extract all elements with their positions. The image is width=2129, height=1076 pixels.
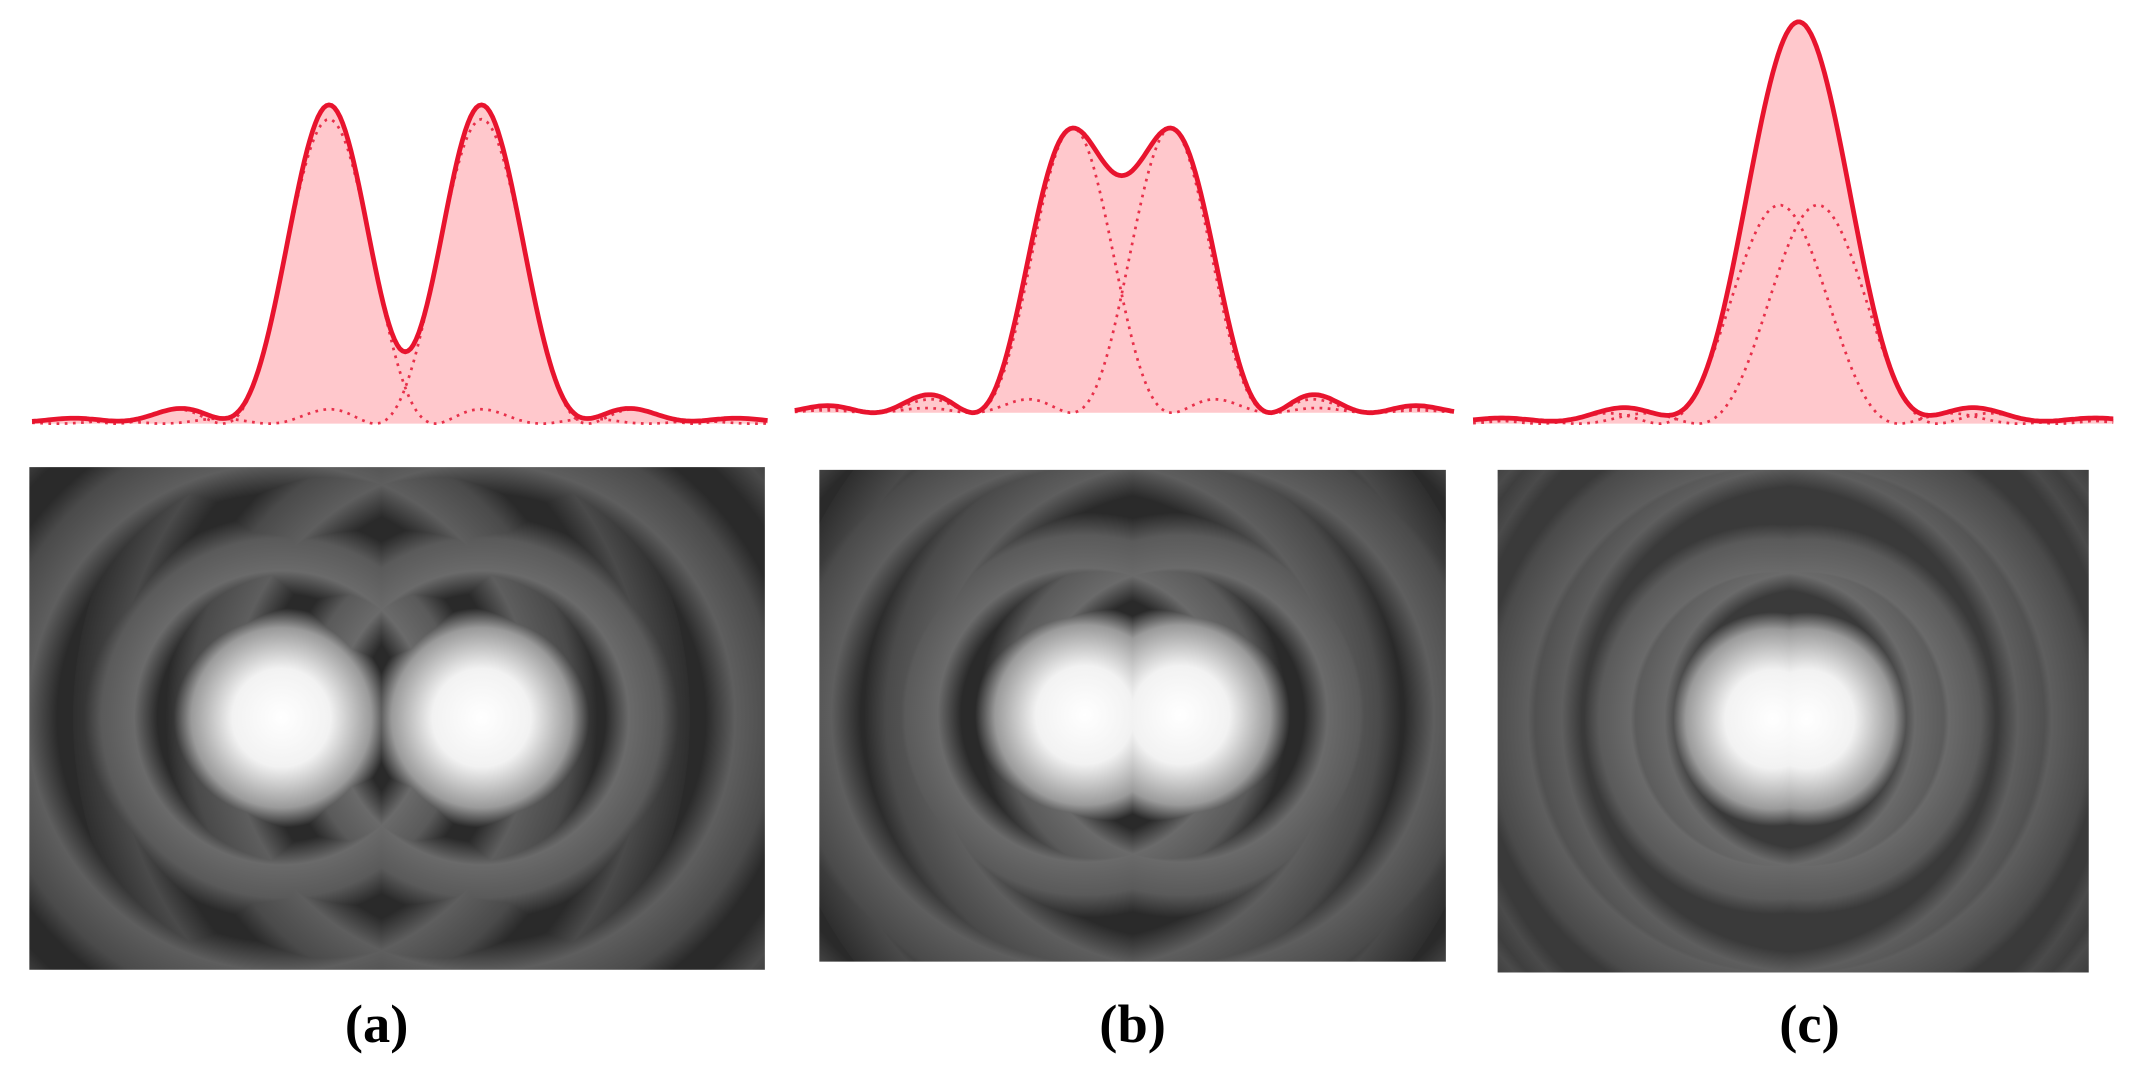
airy-image-a (29, 467, 765, 970)
profile-fill (32, 104, 768, 424)
profile-fill (794, 128, 1455, 413)
component-curve (1473, 203, 2114, 425)
panel-label: (c) (1779, 993, 1839, 1054)
airy-image-b (819, 469, 1446, 962)
profile-curve (31, 102, 768, 424)
airy-image-c (1497, 469, 2089, 973)
profile-curve (794, 125, 1455, 416)
profile-fill (1473, 21, 2114, 424)
component-curve (794, 126, 1455, 415)
profile-curve (1472, 19, 2114, 424)
panel-label: (a) (345, 993, 409, 1054)
panel-label: (b) (1099, 993, 1166, 1054)
